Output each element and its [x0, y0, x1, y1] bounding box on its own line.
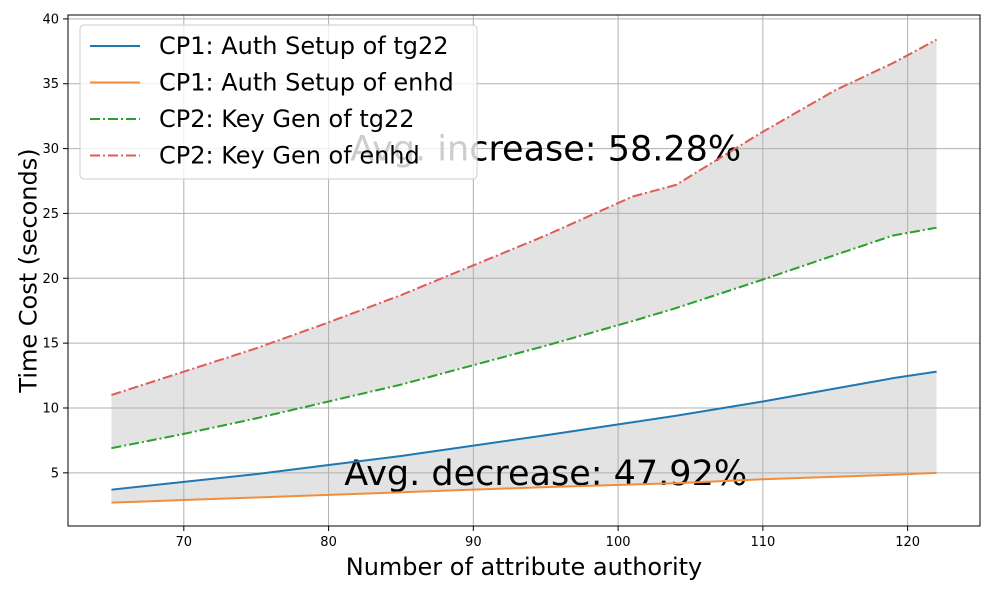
shaded-region-1 — [111, 39, 937, 449]
x-tick-label: 70 — [176, 535, 193, 550]
tick-layer: 70 80 90 100 110 120 5 10 15 20 25 30 35 40 — [42, 12, 920, 550]
x-tick-label: 80 — [320, 535, 337, 550]
x-tick-label: 110 — [750, 535, 775, 550]
series-layer — [111, 38, 938, 504]
fill-layer — [111, 39, 937, 503]
y-tick-label: 30 — [42, 142, 59, 157]
y-tick-label: 40 — [42, 12, 59, 27]
series-line-0 — [111, 370, 937, 491]
y-tick-label: 25 — [42, 207, 59, 222]
series-line-2 — [111, 226, 937, 450]
plot-frame — [67, 14, 981, 527]
shaded-region-0 — [111, 371, 937, 503]
x-tick-label: 100 — [606, 535, 631, 550]
x-tick-label: 120 — [895, 535, 920, 550]
series-line-1 — [111, 471, 937, 504]
y-tick-label: 5 — [51, 466, 59, 481]
legend: CP1: Auth Setup of tg22 CP1: Auth Setup o… — [79, 24, 478, 180]
legend-label-2: CP2: Key Gen of tg22 — [159, 105, 415, 133]
legend-label-1: CP1: Auth Setup of enhd — [159, 69, 454, 97]
y-axis-label: Time Cost (seconds) — [14, 148, 42, 393]
y-tick-label: 15 — [42, 337, 59, 352]
x-tick-label: 90 — [465, 535, 482, 550]
legend-box — [79, 24, 478, 180]
legend-label-0: CP1: Auth Setup of tg22 — [159, 32, 449, 60]
y-tick-label: 35 — [42, 77, 59, 92]
series-line-3 — [111, 38, 938, 396]
legend-label-3: CP2: Key Gen of enhd — [159, 142, 420, 170]
y-tick-label: 10 — [42, 401, 59, 416]
y-tick-label: 20 — [42, 272, 59, 287]
x-axis-label: Number of attribute authority — [346, 553, 702, 581]
